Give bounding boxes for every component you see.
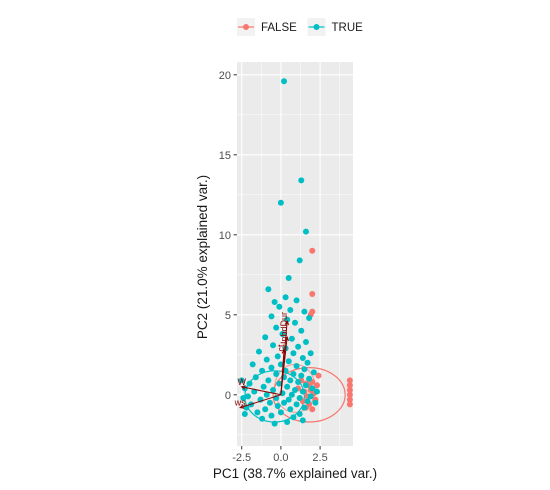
point-true [289, 336, 295, 342]
point-true [300, 355, 306, 361]
point-true [290, 414, 296, 420]
point-true [275, 353, 281, 359]
arrow-label: W [237, 377, 246, 387]
point-true [262, 406, 268, 412]
point-true [297, 395, 303, 401]
point-true [267, 400, 273, 406]
y-tick-label: 0 [225, 390, 231, 402]
point-true [259, 368, 265, 374]
point-true [284, 384, 290, 390]
x-tick-label: -2.5 [232, 452, 251, 464]
point-true [264, 357, 270, 363]
arrow-label: ct [276, 344, 286, 352]
point-true [297, 411, 303, 417]
point-false [309, 248, 315, 254]
point-true [294, 401, 300, 407]
point-true [284, 419, 290, 425]
point-true [305, 360, 311, 366]
point-true [273, 371, 279, 377]
point-true [297, 257, 303, 263]
point-true [281, 78, 287, 84]
point-true [283, 294, 289, 300]
legend-label: TRUE [332, 22, 364, 34]
point-true [286, 275, 292, 281]
point-true [278, 409, 284, 415]
y-tick-label: 20 [219, 70, 231, 82]
point-true [301, 366, 307, 372]
point-true [311, 369, 317, 375]
point-true [290, 371, 296, 377]
point-true [261, 384, 267, 390]
point-true [287, 406, 293, 412]
x-axis-ticks: -2.5 0.0 2.5 [232, 446, 328, 464]
y-tick-label: 15 [219, 150, 231, 162]
point-true [295, 379, 301, 385]
point-true [259, 416, 265, 422]
point-false [347, 401, 353, 407]
point-true [281, 400, 287, 406]
point-true [268, 313, 274, 319]
arrow-label: Dur [279, 312, 289, 327]
arrow-label: Inbd [279, 326, 289, 344]
point-true [265, 286, 271, 292]
point-true [268, 413, 274, 419]
point-true [262, 334, 268, 340]
point-true [294, 363, 300, 369]
point-true [303, 382, 309, 388]
point-false [309, 291, 315, 297]
point-true [314, 389, 320, 395]
x-axis-title: PC1 (38.7% explained var.) [213, 466, 377, 481]
point-true [290, 350, 296, 356]
point-true [242, 411, 248, 417]
x-tick-label: 0.0 [273, 452, 288, 464]
x-tick-label: 2.5 [312, 452, 327, 464]
legend: FALSE TRUE [237, 18, 363, 36]
point-true [306, 315, 312, 321]
point-true [298, 373, 304, 379]
point-true [295, 344, 301, 350]
point-true [298, 328, 304, 334]
point-true [298, 177, 304, 183]
y-axis-ticks: 0 5 10 15 20 [219, 70, 237, 402]
point-true [303, 229, 309, 235]
point-true [305, 398, 311, 404]
point-true [287, 377, 293, 383]
point-true [306, 376, 312, 382]
point-true [272, 421, 278, 427]
point-true [247, 381, 253, 387]
legend-label: FALSE [261, 22, 297, 34]
legend-item-false: FALSE [237, 18, 297, 36]
point-true [275, 403, 281, 409]
point-true [270, 387, 276, 393]
legend-item-true: TRUE [308, 18, 364, 36]
point-true [292, 320, 298, 326]
point-true [253, 374, 259, 380]
point-true [265, 377, 271, 383]
point-true [294, 297, 300, 303]
point-true [286, 358, 292, 364]
point-true [301, 405, 307, 411]
point-true [272, 299, 278, 305]
point-true [300, 389, 306, 395]
point-true [308, 350, 314, 356]
point-true [268, 365, 274, 371]
point-true [278, 200, 284, 206]
point-false [309, 406, 315, 412]
point-true [254, 409, 260, 415]
legend-marker [243, 24, 249, 30]
point-true [250, 361, 256, 367]
legend-marker [314, 24, 320, 30]
y-tick-label: 5 [225, 310, 231, 322]
point-true [312, 400, 318, 406]
point-true [276, 304, 282, 310]
point-true [303, 339, 309, 345]
point-true [300, 417, 306, 423]
y-tick-label: 10 [219, 230, 231, 242]
arrow-label: ws [234, 398, 246, 408]
point-true [256, 349, 262, 355]
point-true [301, 309, 307, 315]
y-axis-title: PC2 (21.0% explained var.) [195, 175, 210, 339]
